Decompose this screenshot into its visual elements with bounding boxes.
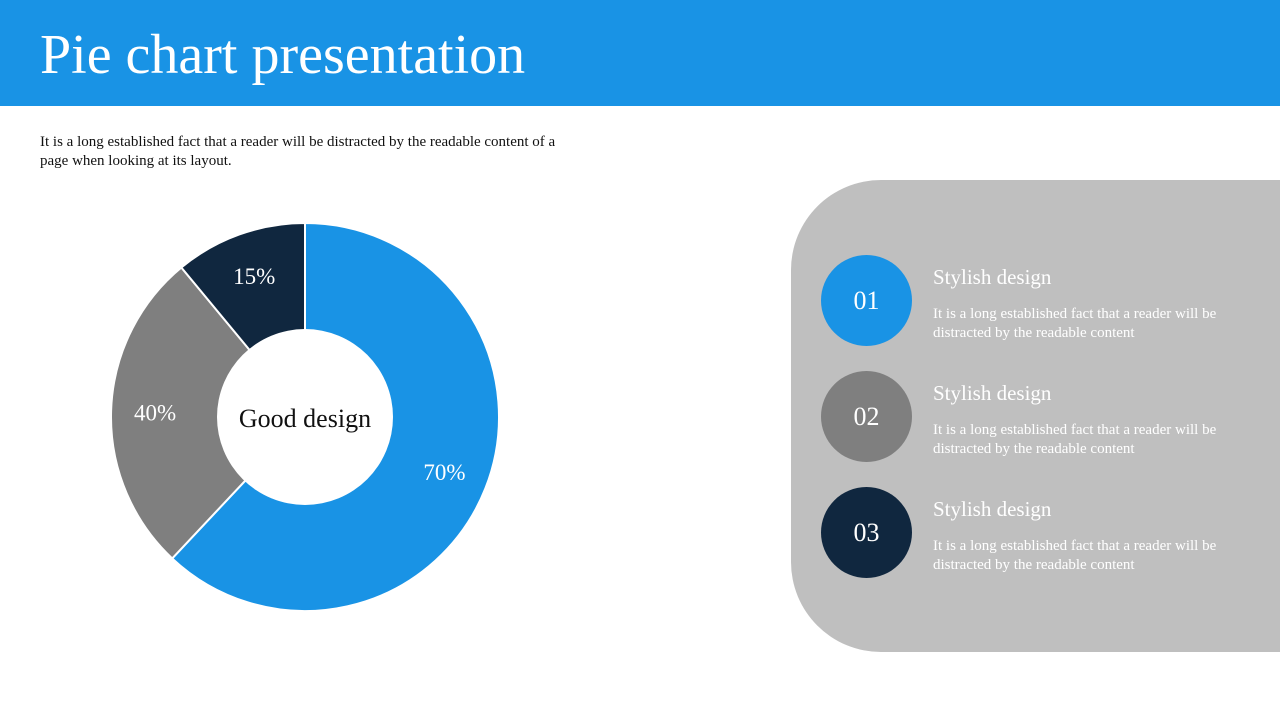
- info-item-03: 03 Stylish design It is a long establish…: [791, 487, 1280, 579]
- page-title: Pie chart presentation: [40, 24, 526, 86]
- info-item-01: 01 Stylish design It is a long establish…: [791, 255, 1280, 347]
- slice-label-3: 15%: [233, 264, 275, 289]
- info-item-title: Stylish design: [933, 381, 1052, 405]
- info-item-text: It is a long established fact that a rea…: [933, 538, 1217, 573]
- donut-chart: Good design 70% 40% 15%: [100, 210, 510, 620]
- info-item-title: Stylish design: [933, 497, 1052, 521]
- intro-text: It is a long established fact that a rea…: [40, 134, 556, 169]
- center-label: Good design: [239, 404, 371, 433]
- number-badge: 03: [821, 487, 912, 578]
- info-item-02: 02 Stylish design It is a long establish…: [791, 371, 1280, 463]
- donut-hole: [217, 329, 393, 505]
- info-item-text: It is a long established fact that a rea…: [933, 306, 1217, 341]
- donut-chart-svg: Good design 70% 40% 15%: [110, 221, 500, 612]
- pie-slice-2: [110, 266, 307, 560]
- title-bar: Pie chart presentation: [0, 0, 1280, 106]
- info-item-title: Stylish design: [933, 265, 1052, 289]
- number-badge: 02: [821, 371, 912, 462]
- info-panel: 01 Stylish design It is a long establish…: [791, 180, 1280, 652]
- slice-label-2: 40%: [134, 400, 176, 425]
- info-item-text: It is a long established fact that a rea…: [933, 422, 1217, 457]
- number-badge: 01: [821, 255, 912, 346]
- slice-label-1: 70%: [423, 460, 465, 485]
